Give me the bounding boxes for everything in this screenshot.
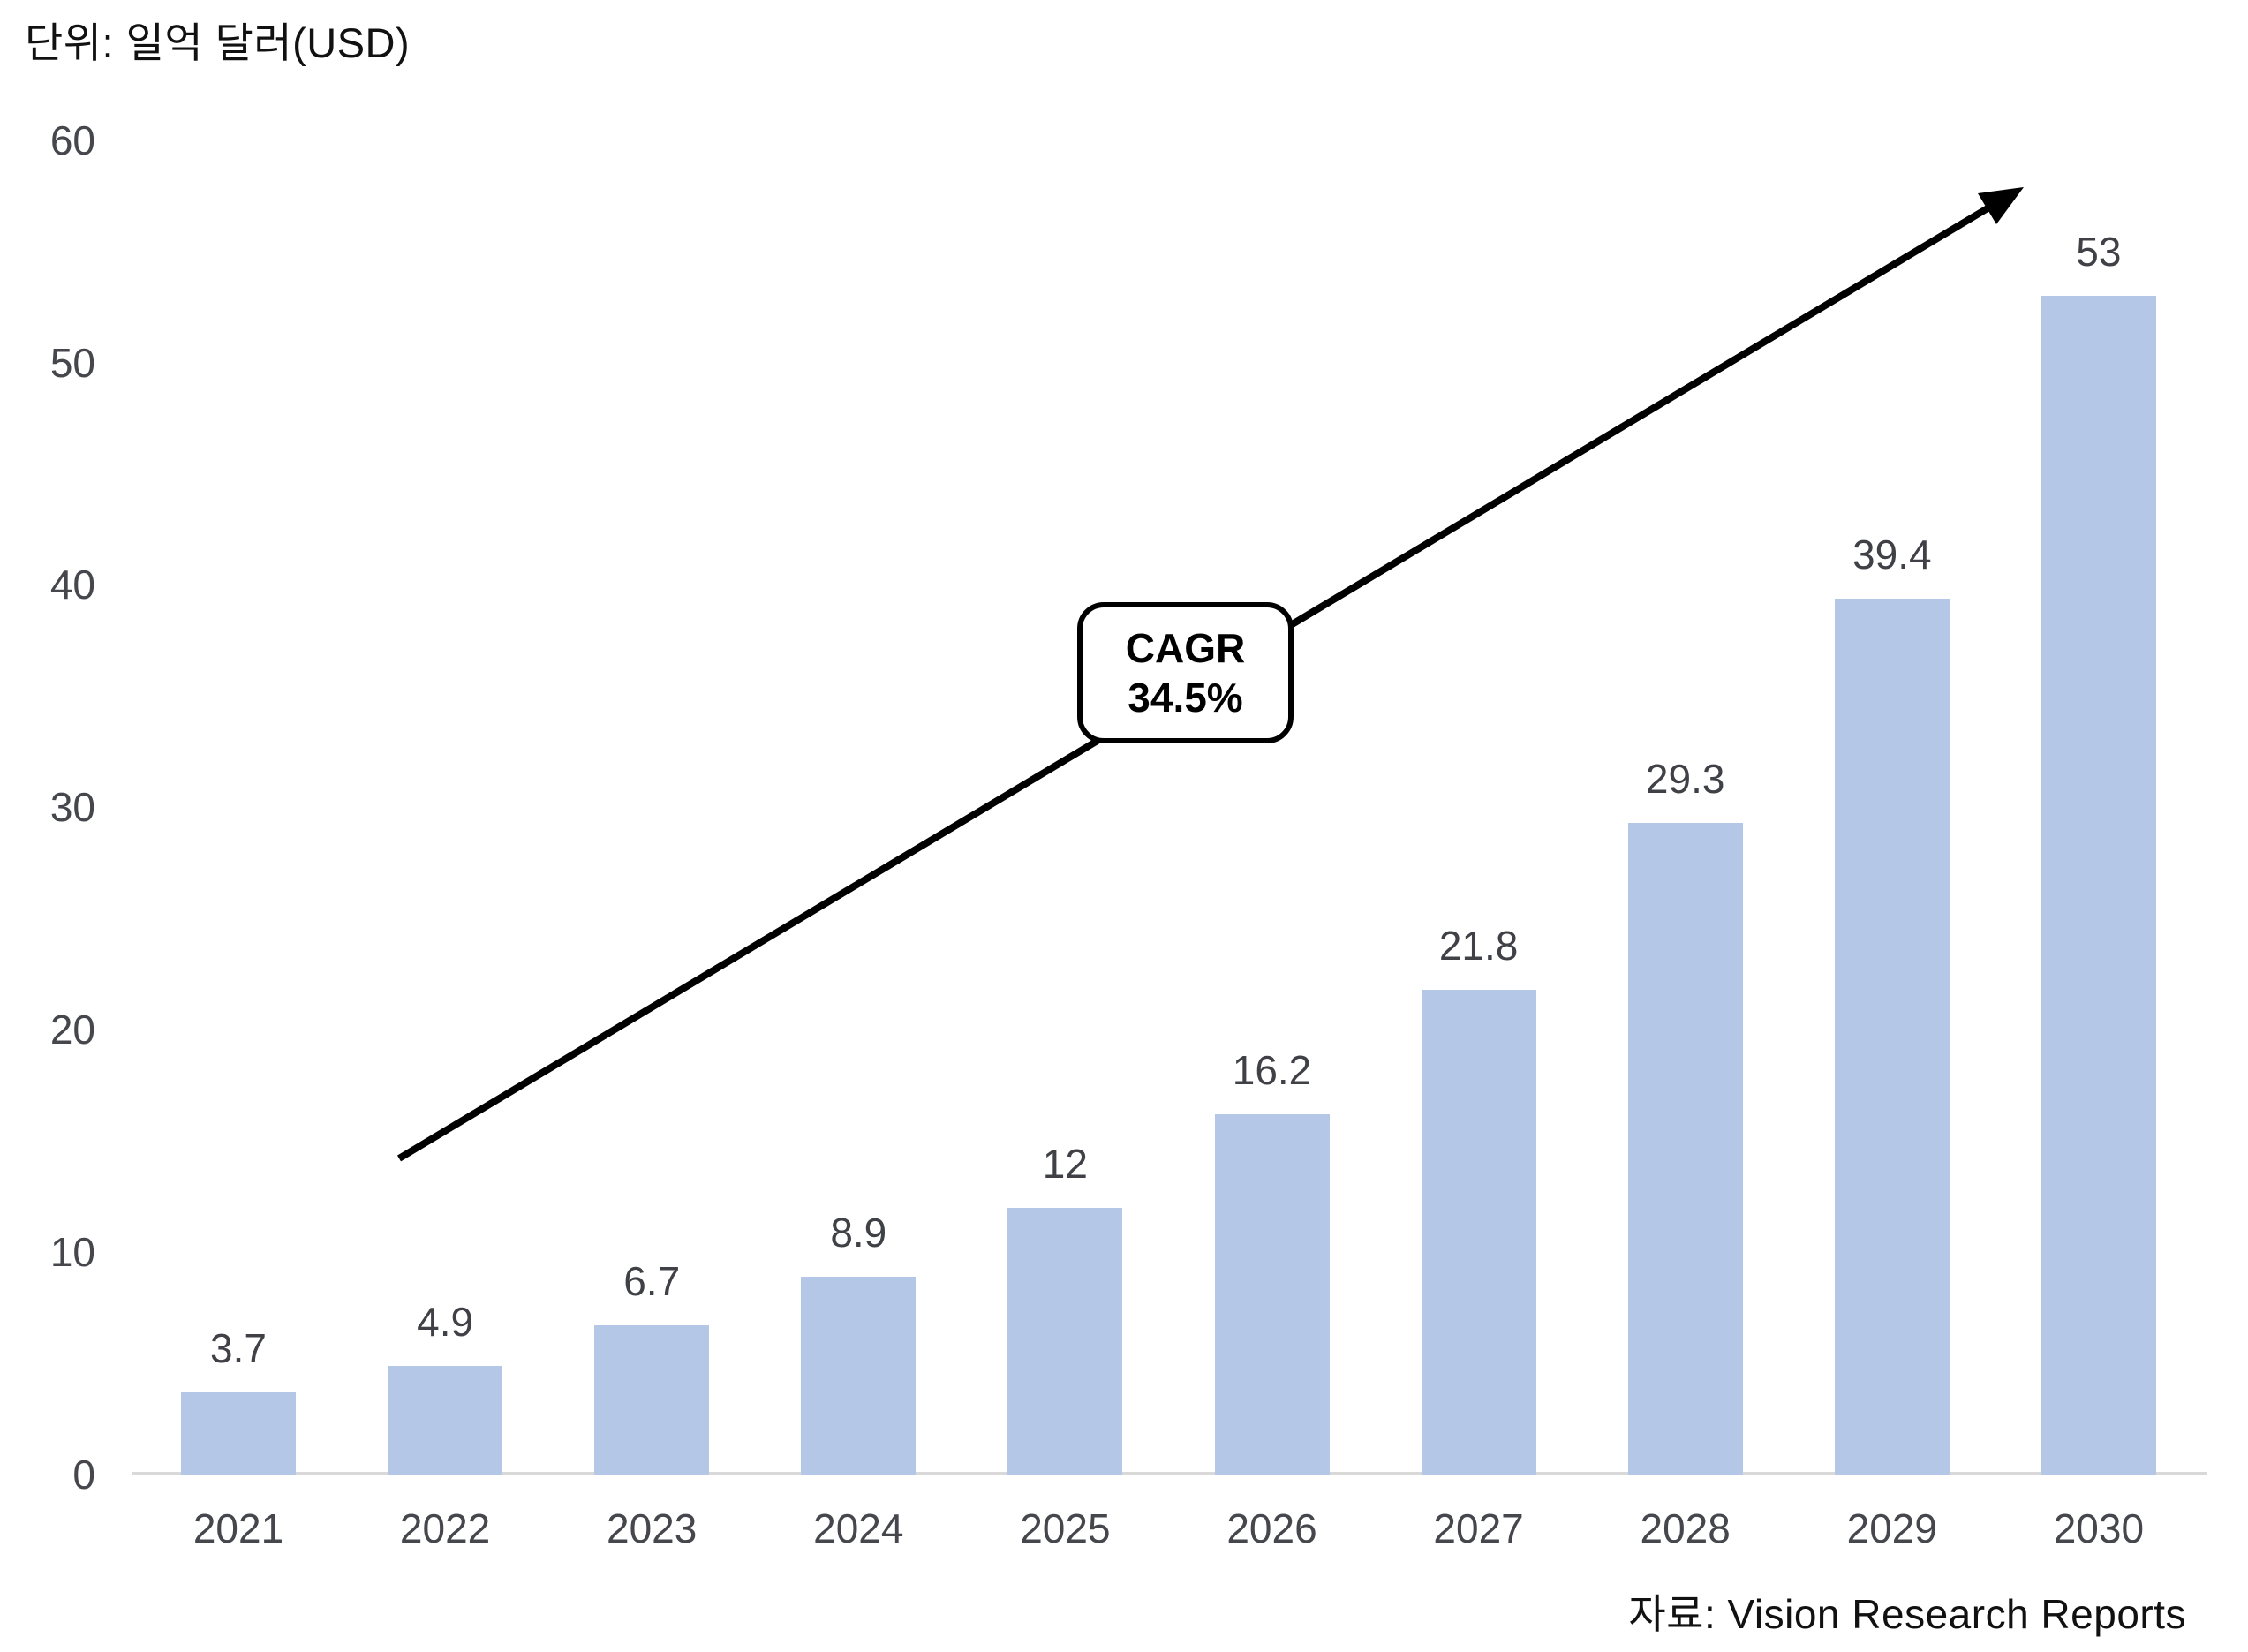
source-label: 자료: Vision Research Reports <box>1628 1591 2186 1637</box>
cagr-annotation-box: CAGR 34.5% <box>1077 602 1294 743</box>
x-axis-label-2030: 2030 <box>2053 1505 2145 1551</box>
value-label-2027: 21.8 <box>1438 923 1519 969</box>
y-axis-tick-label: 30 <box>49 784 95 831</box>
bar-2029 <box>1834 599 1950 1475</box>
value-label-2024: 8.9 <box>830 1210 887 1256</box>
value-label-2028: 29.3 <box>1645 756 1725 802</box>
bar-2028 <box>1627 823 1743 1475</box>
x-axis-label-2028: 2028 <box>1640 1505 1731 1551</box>
y-axis-tick-label: 40 <box>49 562 95 608</box>
x-axis-label-2021: 2021 <box>192 1505 284 1551</box>
bar-2025 <box>1007 1208 1123 1475</box>
bar-2022 <box>388 1366 503 1475</box>
x-axis-label-2026: 2026 <box>1226 1505 1317 1551</box>
x-axis-label-2025: 2025 <box>1020 1505 1111 1551</box>
y-axis-tick-label: 50 <box>49 339 95 386</box>
value-label-2022: 4.9 <box>417 1299 474 1345</box>
value-label-2030: 53 <box>2076 229 2122 275</box>
x-axis-label-2022: 2022 <box>399 1505 491 1551</box>
trend-arrow-head <box>1978 187 2024 224</box>
x-axis-label-2029: 2029 <box>1846 1505 1937 1551</box>
bar-2027 <box>1421 990 1536 1475</box>
cagr-value: 34.5% <box>1128 675 1243 720</box>
x-axis-label-2027: 2027 <box>1433 1505 1524 1551</box>
bar-2030 <box>2041 296 2156 1475</box>
bar-2021 <box>181 1392 296 1475</box>
x-axis-label-2023: 2023 <box>607 1505 698 1551</box>
value-label-2029: 39.4 <box>1852 532 1932 577</box>
y-axis-tick-label: 0 <box>72 1452 95 1497</box>
bar-2026 <box>1214 1114 1330 1475</box>
value-label-2021: 3.7 <box>210 1325 267 1371</box>
value-label-2023: 6.7 <box>623 1258 681 1304</box>
value-label-2025: 12 <box>1042 1141 1088 1187</box>
x-axis-line <box>132 1472 2207 1475</box>
y-axis-tick-label: 20 <box>49 1007 95 1053</box>
bar-2024 <box>801 1277 917 1475</box>
bar-2023 <box>594 1325 710 1475</box>
y-axis-tick-label: 60 <box>49 117 95 163</box>
x-axis-label-2024: 2024 <box>813 1505 904 1551</box>
value-label-2026: 16.2 <box>1232 1047 1312 1093</box>
cagr-label: CAGR <box>1125 624 1246 671</box>
y-axis-tick-label: 10 <box>49 1229 95 1276</box>
unit-label: 단위: 일억 달러(USD) <box>25 19 411 66</box>
